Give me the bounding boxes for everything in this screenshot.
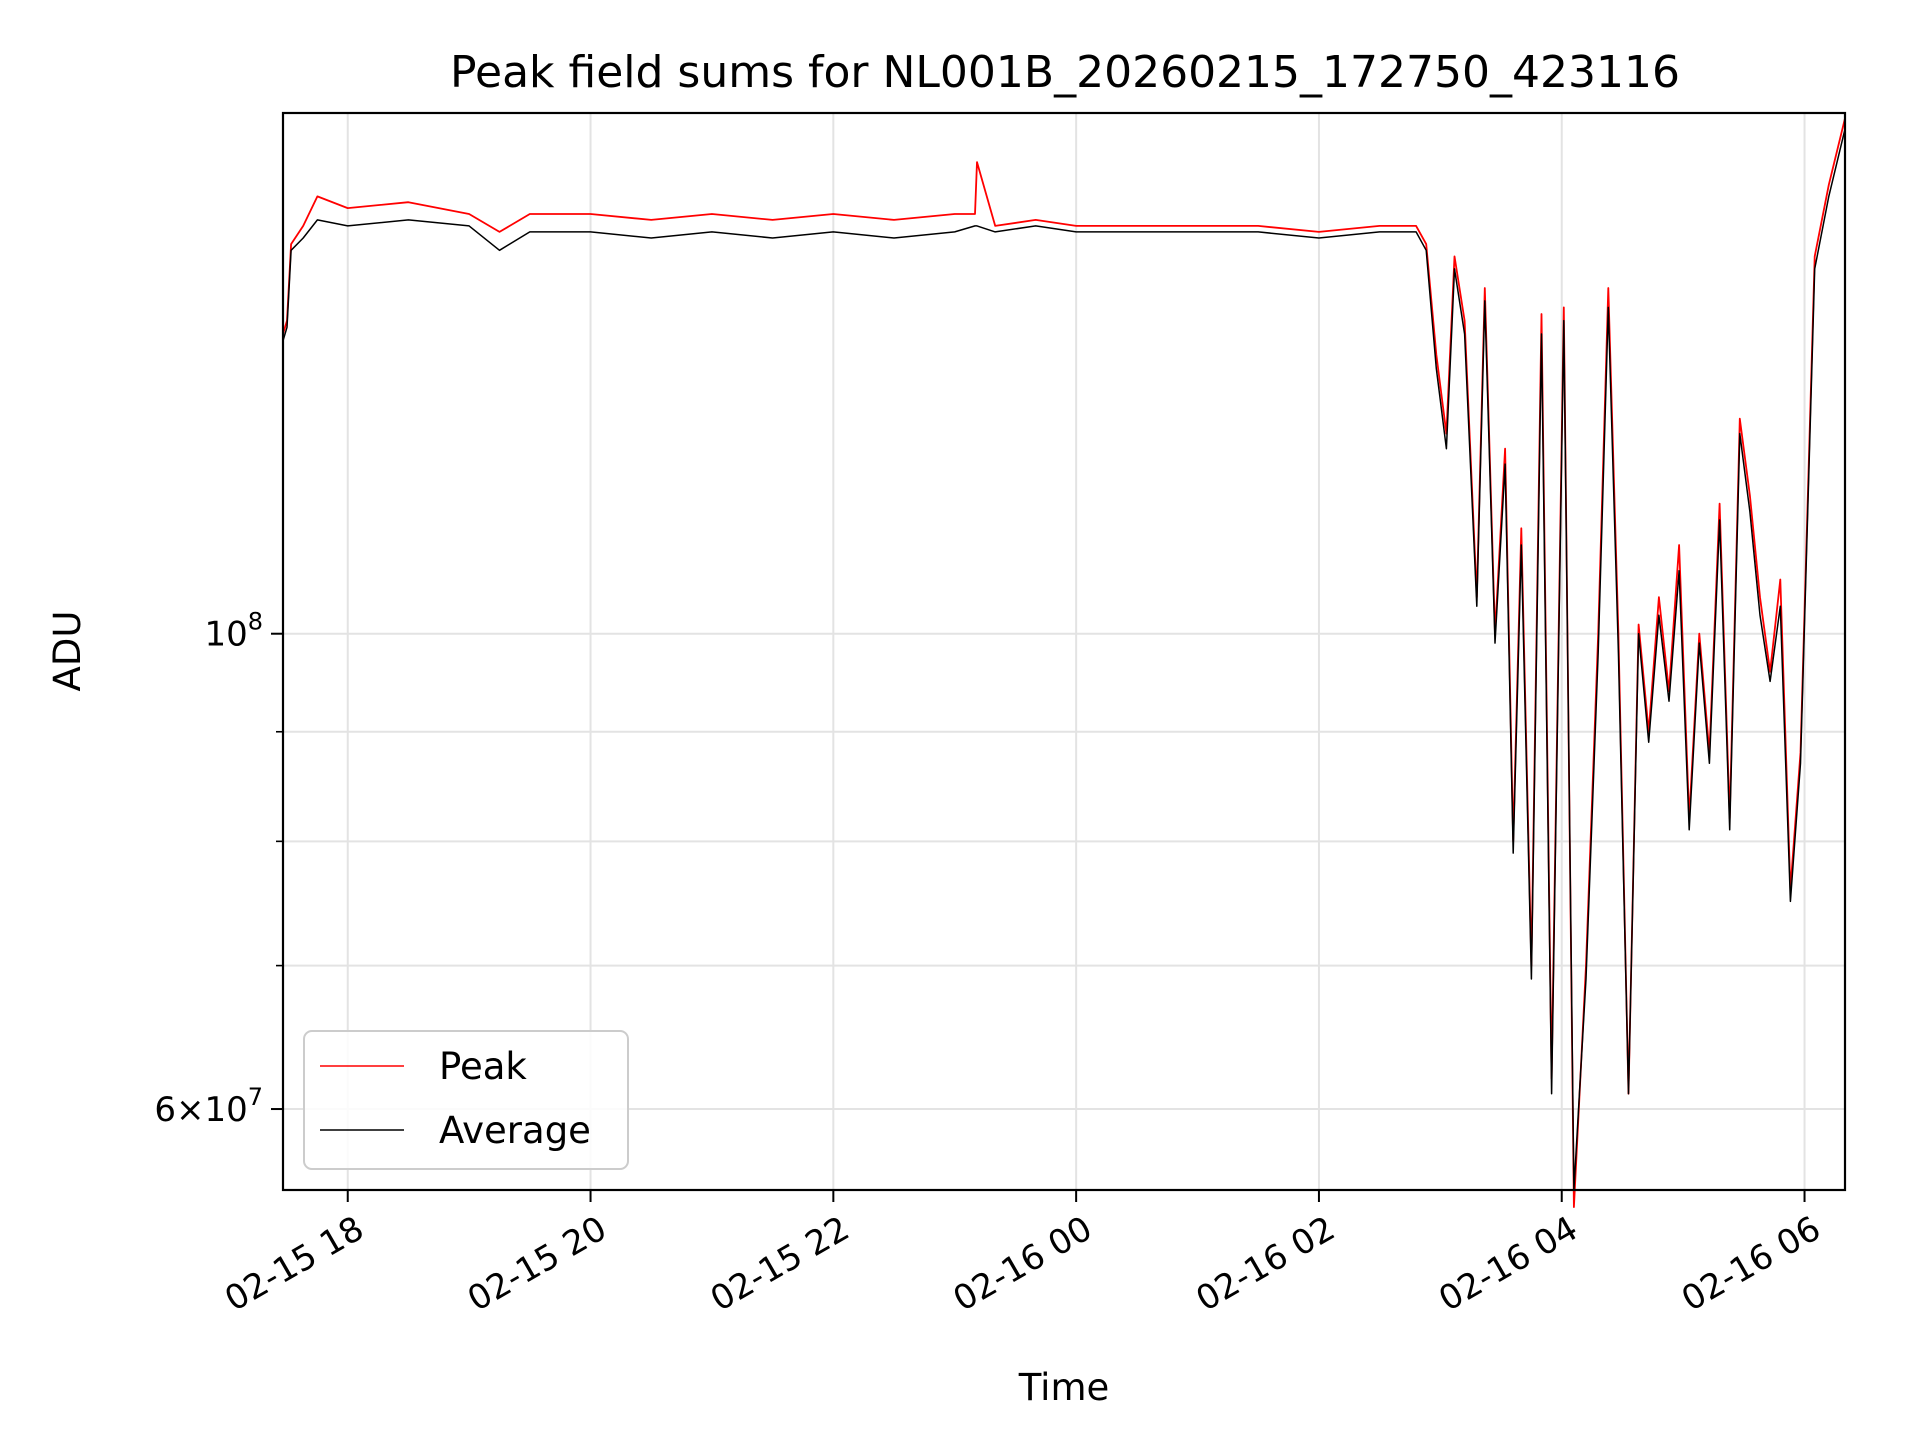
chart-title: Peak field sums for NL001B_20260215_1727… [450,47,1680,98]
y-tick-label-1: 6×107 [154,1083,263,1130]
legend: Peak Average [304,1031,628,1169]
y-axis-title: ADU [46,611,89,692]
legend-label-peak: Peak [439,1045,527,1088]
x-axis-title: Time [1018,1366,1110,1409]
legend-label-average: Average [439,1109,591,1152]
